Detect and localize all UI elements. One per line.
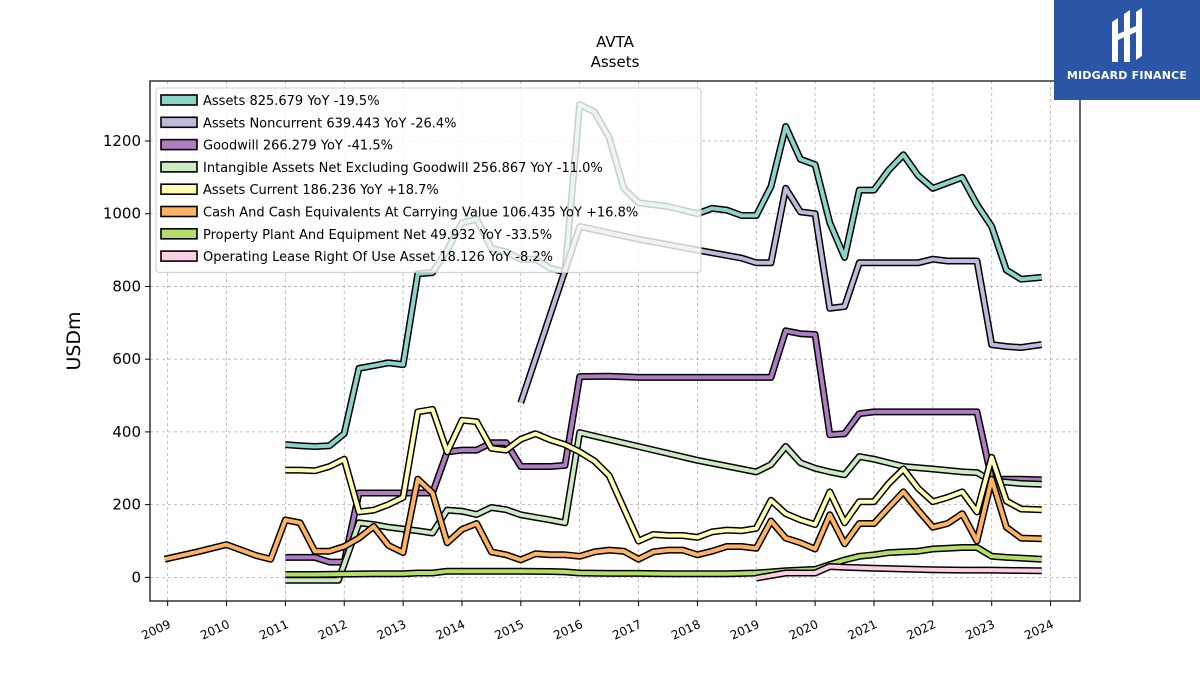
series-line	[518, 186, 1042, 404]
series-line	[285, 407, 1042, 543]
series-line	[164, 477, 1042, 562]
x-axis: 2009 2010 2011 2012 2013 2014 2015 2016 2017 2018…	[139, 601, 1056, 643]
chart-title: AVTA	[596, 33, 635, 51]
x-tick-label: 2022	[905, 617, 939, 643]
x-tick-label: 2019	[728, 617, 762, 643]
x-tick-label: 2020	[787, 617, 821, 643]
legend-swatch	[160, 205, 198, 218]
legend-box	[155, 87, 702, 273]
y-tick-label: 200	[112, 496, 141, 514]
legend-swatch	[160, 116, 198, 129]
brand-logo: MIDGARD FINANCE	[1054, 0, 1200, 100]
legend-item: Property Plant And Equipment Net 49.932 …	[160, 228, 552, 243]
series-property-plant-and-equipment-net	[285, 544, 1042, 578]
series-line	[285, 328, 1042, 565]
logo-text: MIDGARD FINANCE	[1066, 69, 1188, 82]
legend-label: Assets Noncurrent 639.443 YoY -26.4%	[203, 116, 457, 131]
series-layer	[163, 101, 1043, 584]
x-tick-label: 2018	[669, 617, 703, 643]
legend-swatch	[160, 183, 198, 195]
series-line-outline	[163, 475, 1042, 564]
x-tick-label: 2009	[139, 617, 173, 643]
x-tick-label: 2016	[551, 617, 585, 643]
legend-label: Property Plant And Equipment Net 49.932 …	[203, 228, 552, 243]
legend-swatch	[160, 138, 198, 151]
logo-mark-icon	[1112, 8, 1142, 62]
plot-frame	[149, 80, 1081, 602]
y-tick-label: 1200	[103, 132, 141, 150]
legend-label: Assets 825.679 YoY -19.5%	[203, 94, 380, 109]
legend-swatch	[160, 94, 198, 106]
y-tick-label: 600	[112, 350, 141, 368]
legend-swatch	[160, 228, 198, 240]
legend-item: Operating Lease Right Of Use Asset 18.12…	[160, 250, 553, 265]
x-tick-label: 2017	[610, 617, 644, 643]
x-tick-label: 2021	[846, 617, 880, 643]
series-operating-lease-right-of-use-asset	[755, 563, 1042, 582]
series-intangible-assets-net-excluding-goodwill	[285, 429, 1042, 584]
legend-label: Cash And Cash Equivalents At Carrying Va…	[203, 206, 638, 221]
x-tick-label: 2012	[316, 617, 350, 643]
x-tick-label: 2013	[375, 617, 409, 643]
legend: Assets 825.679 YoY -19.5% Assets Noncurre…	[155, 87, 702, 273]
x-tick-label: 2024	[1022, 617, 1056, 643]
legend-label: Operating Lease Right Of Use Asset 18.12…	[203, 250, 553, 265]
series-line	[285, 545, 1042, 577]
y-tick-label: 800	[112, 277, 141, 295]
x-tick-label: 2010	[198, 617, 232, 643]
y-axis: 0 200 400 600 800 1000 1200	[103, 132, 150, 586]
series-line	[755, 564, 1042, 581]
y-axis-label: USDm	[63, 311, 85, 370]
legend-swatch	[160, 161, 198, 173]
x-tick-label: 2023	[963, 617, 997, 643]
legend-item: Intangible Assets Net Excluding Goodwill…	[160, 161, 603, 176]
legend-label: Goodwill 266.279 YoY -41.5%	[203, 139, 393, 154]
x-tick-label: 2011	[257, 617, 291, 643]
y-tick-label: 0	[131, 568, 141, 586]
chart-subtitle: Assets	[591, 53, 640, 71]
legend-item: Goodwill 266.279 YoY -41.5%	[160, 138, 393, 154]
series-line-outline	[285, 429, 1042, 584]
legend-item: Cash And Cash Equivalents At Carrying Va…	[160, 205, 638, 221]
legend-swatch	[160, 250, 198, 262]
x-tick-label: 2015	[492, 617, 526, 643]
series-cash-and-cash-equivalents-at-carrying-value	[163, 475, 1042, 564]
legend-label: Intangible Assets Net Excluding Goodwill…	[203, 161, 603, 176]
x-tick-label: 2014	[434, 617, 468, 643]
y-tick-label: 400	[112, 423, 141, 441]
legend-item: Assets 825.679 YoY -19.5%	[160, 94, 380, 109]
series-assets-noncurrent	[517, 184, 1043, 404]
series-assets-current	[285, 405, 1042, 545]
series-goodwill	[285, 327, 1042, 566]
legend-item: Assets Noncurrent 639.443 YoY -26.4%	[160, 116, 457, 131]
y-tick-label: 1000	[103, 205, 141, 223]
legend-label: Assets Current 186.236 YoY +18.7%	[203, 183, 439, 198]
legend-item: Assets Current 186.236 YoY +18.7%	[160, 183, 439, 198]
